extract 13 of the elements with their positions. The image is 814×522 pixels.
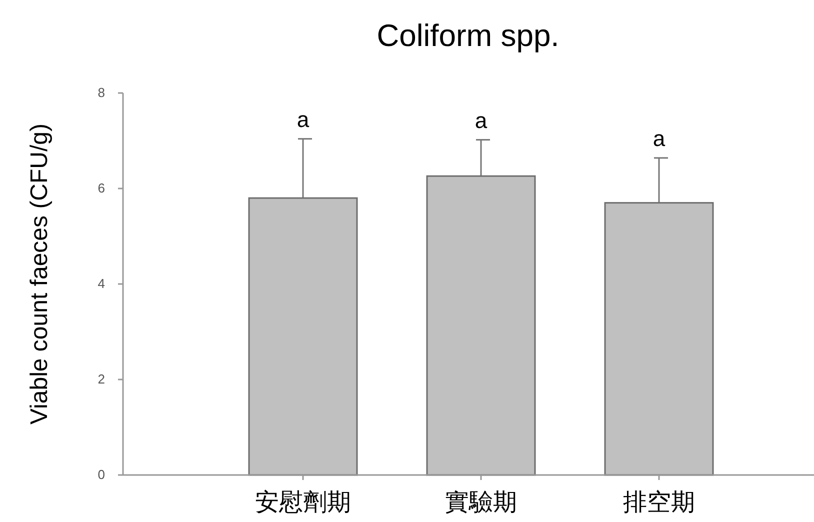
ytick: 2 [98, 372, 105, 386]
xtick: 實驗期 [445, 488, 517, 516]
ytick: 6 [98, 180, 105, 196]
annotation: a [296, 106, 310, 132]
ytick: 4 [98, 276, 105, 291]
ylabel: Viable count faeces (CFU/g) [26, 123, 53, 425]
ytick: 8 [98, 85, 105, 100]
annotation: a [652, 126, 666, 151]
xtick: 安慰劑期 [255, 488, 351, 516]
ytick: 0 [98, 467, 105, 482]
title: Coliform spp. [376, 18, 560, 53]
xtick: 排空期 [623, 488, 695, 516]
annotation: a [474, 108, 488, 133]
